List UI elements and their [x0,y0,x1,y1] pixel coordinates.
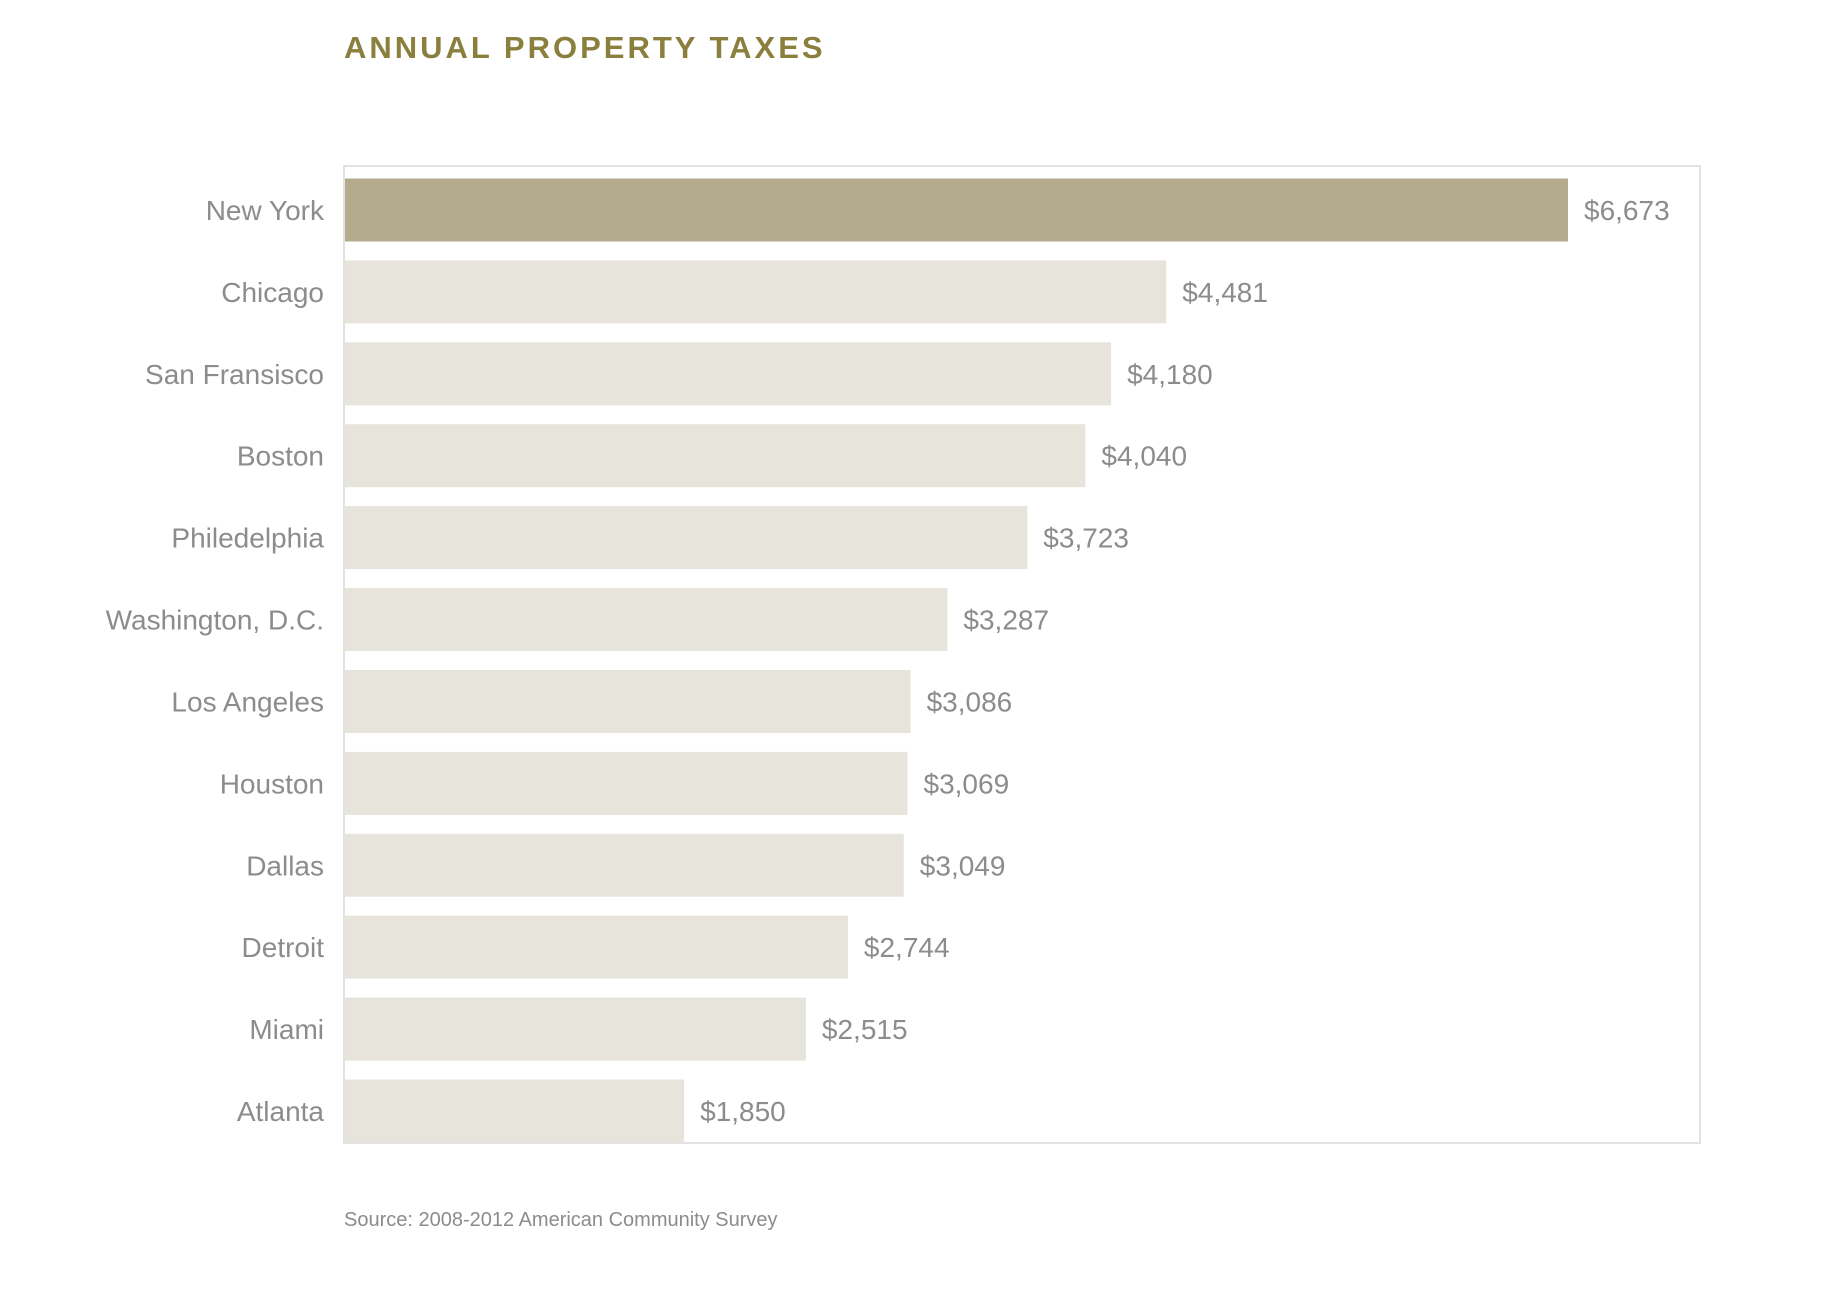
bar-8 [345,833,904,897]
chart-title: ANNUAL PROPERTY TAXES [344,30,826,65]
category-label: Philedelphia [171,523,324,554]
bar-11 [345,1079,685,1143]
value-labels-layer: $6,673 $4,481 $4,180 $4,040 $3,723 $3,287 $3,0… [700,195,1670,1127]
bar-7 [345,751,908,815]
bar-3 [345,424,1086,488]
category-label: Detroit [242,932,325,963]
plot-frame [343,165,1701,1144]
bar-1 [345,260,1167,324]
bar-2 [345,342,1112,406]
category-label: New York [206,195,325,226]
category-label: Los Angeles [171,687,324,718]
value-label: $3,086 [927,687,1013,718]
bar-4 [345,506,1028,570]
value-label: $1,850 [700,1096,786,1127]
bars-layer [345,178,1568,1143]
bar-5 [345,588,948,651]
value-label: $4,481 [1182,277,1268,308]
category-label: Dallas [246,850,324,881]
category-label: Miami [249,1014,324,1045]
category-label: Atlanta [237,1096,325,1127]
value-label: $3,069 [924,768,1010,799]
bar-6 [345,670,911,733]
value-label: $3,287 [963,605,1049,636]
value-label: $4,180 [1127,359,1213,390]
category-label: San Fransisco [145,359,324,390]
category-label: Chicago [221,277,324,308]
category-label: Washington, D.C. [106,605,324,636]
value-label: $6,673 [1584,195,1670,226]
bar-9 [345,915,848,979]
value-label: $4,040 [1101,441,1187,472]
value-label: $2,515 [822,1014,908,1045]
source-note: Source: 2008-2012 American Community Sur… [344,1209,778,1231]
category-label: Boston [237,441,324,472]
value-label: $3,723 [1043,523,1129,554]
value-label: $2,744 [864,932,950,963]
bar-10 [345,997,806,1061]
category-labels-layer: New York Chicago San Fransisco Boston Philed… [106,195,325,1127]
category-label: Houston [220,768,324,799]
bar-0 [345,178,1568,242]
value-label: $3,049 [920,850,1006,881]
